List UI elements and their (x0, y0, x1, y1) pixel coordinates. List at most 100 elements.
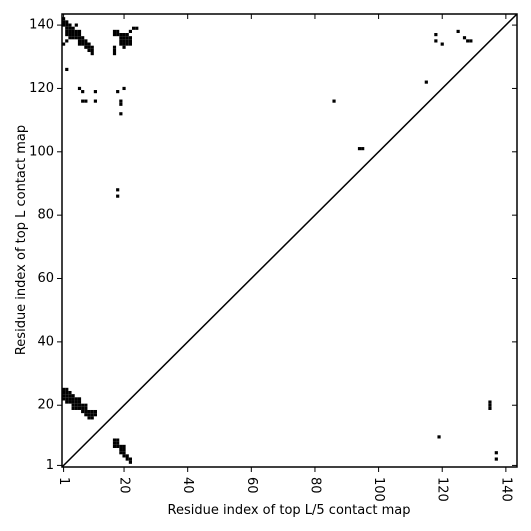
contact-point (128, 457, 132, 461)
contact-point (87, 48, 91, 53)
contact-point (74, 29, 78, 34)
contact-point (357, 147, 362, 151)
contact-point (84, 413, 88, 417)
contact-point (71, 36, 75, 40)
contact-point (71, 406, 75, 410)
contact-point (65, 397, 69, 401)
contact-point (87, 409, 91, 414)
contact-point (62, 20, 66, 24)
contact-point (112, 33, 117, 37)
contact-point (71, 29, 75, 34)
contact-point (488, 406, 492, 410)
x-tick-label: 20 (117, 477, 132, 494)
contact-point (128, 42, 132, 46)
contact-point (68, 33, 72, 37)
y-axis-label: Residue index of top L contact map (14, 125, 29, 355)
contact-point (62, 394, 66, 398)
contact-point (456, 29, 460, 34)
contact-point (77, 33, 82, 37)
contact-point (81, 409, 85, 414)
contact-point (84, 45, 88, 49)
contact-point (128, 39, 132, 43)
y-tick-label: 80 (37, 208, 54, 223)
contact-point (116, 90, 120, 94)
contact-point (68, 23, 72, 27)
contact-point (81, 42, 85, 46)
contact-point (125, 36, 129, 40)
contact-point (62, 390, 66, 395)
contact-point (71, 394, 75, 398)
contact-point (68, 397, 72, 401)
contact-point (494, 457, 498, 461)
contact-point (87, 45, 91, 49)
contact-point (122, 454, 126, 458)
contact-point (361, 147, 365, 151)
x-axis-label: Residue index of top L/5 contact map (168, 503, 411, 518)
contact-point (116, 33, 120, 37)
contact-point (119, 102, 123, 106)
contact-point (122, 39, 126, 43)
contact-point (74, 403, 78, 407)
contact-point (112, 441, 117, 445)
contact-point (112, 438, 117, 442)
contact-point (437, 435, 441, 439)
contact-point (68, 36, 72, 40)
contact-point (119, 36, 123, 40)
contact-point (112, 444, 117, 448)
contact-point (462, 36, 467, 40)
contact-point (125, 42, 129, 46)
contact-point (77, 29, 82, 34)
contact-point (93, 413, 97, 417)
y-tick-label: 40 (37, 334, 54, 349)
contact-point (119, 39, 123, 43)
contact-point (74, 23, 78, 27)
contact-point (74, 406, 78, 410)
contact-point (77, 406, 82, 410)
y-tick-label: 120 (29, 81, 54, 96)
contact-point (90, 416, 94, 420)
contact-point (135, 26, 139, 30)
contact-point (65, 23, 69, 27)
contact-point (122, 33, 126, 37)
contact-point (112, 48, 117, 53)
contact-point (68, 29, 72, 34)
contact-point (84, 403, 88, 407)
contact-point (125, 39, 129, 43)
contact-point (119, 451, 123, 455)
contact-point (116, 194, 120, 198)
x-tick-label: 1 (56, 477, 71, 485)
contact-point (71, 403, 75, 407)
contact-point (81, 39, 85, 43)
y-tick-label: 20 (37, 398, 54, 413)
contact-point (68, 394, 72, 398)
x-tick-label: 120 (435, 477, 450, 502)
contact-point (93, 409, 97, 414)
contact-point (68, 390, 72, 395)
contact-point (84, 99, 88, 103)
contact-point (119, 112, 123, 116)
contact-point (90, 48, 94, 53)
contact-point (122, 36, 126, 40)
contact-point (81, 90, 85, 94)
contact-point (77, 39, 82, 43)
contact-point (122, 42, 126, 46)
contact-point (87, 413, 91, 417)
y-tick-label: 60 (37, 271, 54, 286)
contact-point (65, 33, 69, 37)
contact-point (81, 403, 85, 407)
contact-point (90, 45, 94, 49)
contact-point (77, 36, 82, 40)
contact-point (74, 397, 78, 401)
contact-point (65, 39, 69, 43)
contact-point (74, 36, 78, 40)
contact-point (116, 29, 120, 34)
contact-point (440, 42, 444, 46)
contact-point (90, 409, 94, 414)
contact-point (65, 20, 69, 24)
contact-point (122, 86, 126, 91)
contact-point (125, 454, 129, 458)
contact-point (488, 403, 492, 407)
contact-point (128, 36, 132, 40)
contact-point (424, 80, 428, 84)
contact-point (122, 451, 126, 455)
